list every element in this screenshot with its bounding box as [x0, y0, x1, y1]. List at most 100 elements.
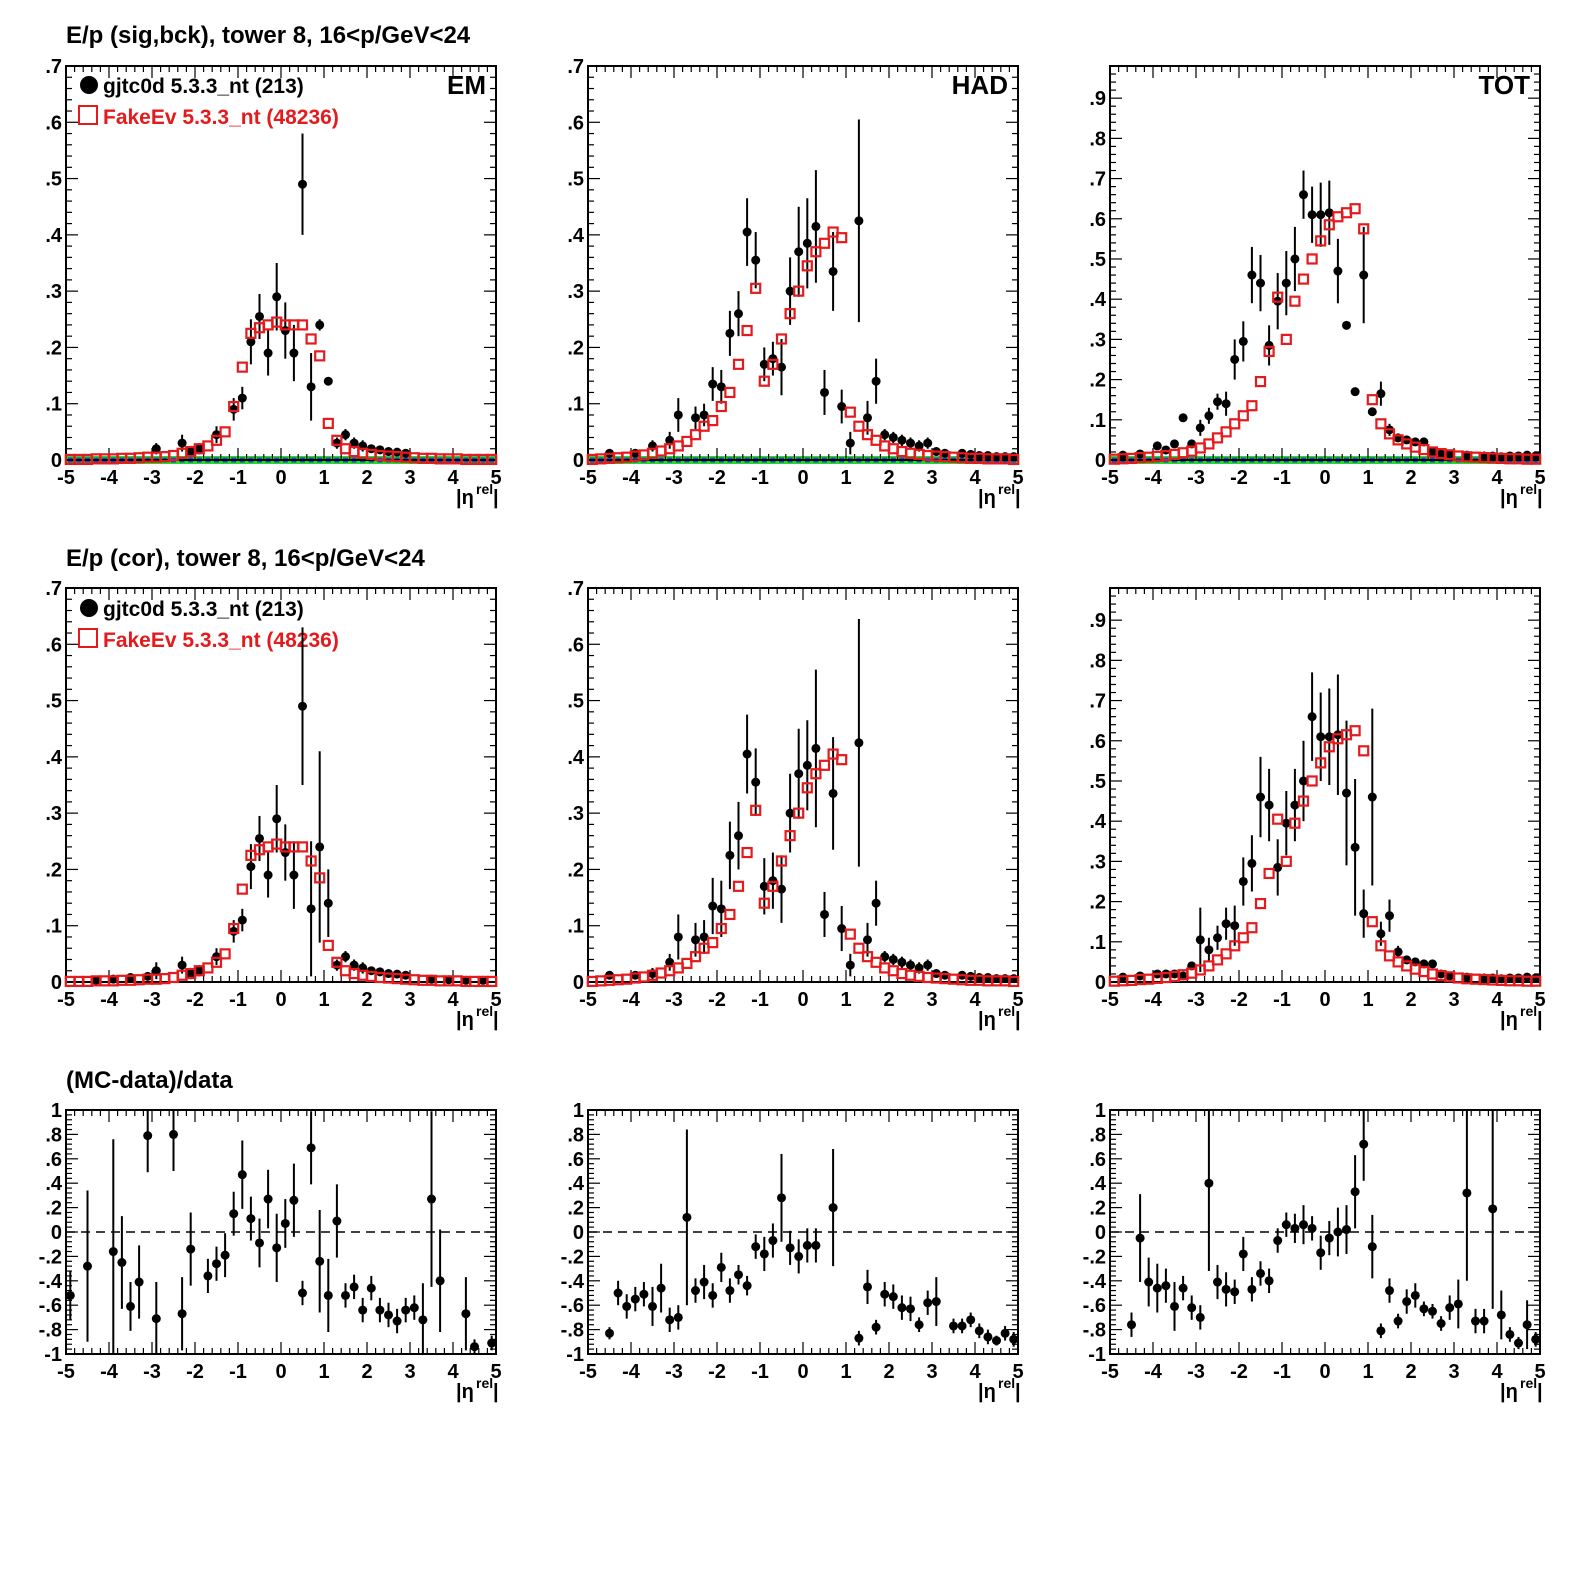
mc-point [732, 358, 745, 370]
x-tick-label: 2 [883, 467, 894, 489]
mc-point [1272, 291, 1284, 303]
x-tick-label: 5 [490, 1361, 501, 1383]
data-series [1127, 1110, 1541, 1350]
data-point [1000, 1328, 1010, 1338]
x-tick-label: 3 [926, 989, 937, 1011]
data-point [126, 1301, 135, 1311]
x-tick-label: -4 [622, 989, 641, 1011]
y-tick-label: -.4 [561, 1271, 585, 1293]
data-point [820, 909, 829, 919]
data-point [811, 743, 821, 753]
y-tick-label: .3 [45, 281, 62, 303]
mc-point [793, 807, 805, 819]
data-point [1496, 1310, 1506, 1320]
mc-point [689, 429, 702, 441]
mc-point [681, 435, 693, 448]
data-point [992, 1336, 1001, 1346]
data-point [237, 915, 247, 925]
data-point [289, 1195, 299, 1205]
x-axis-label-close: | [493, 1009, 499, 1031]
data-point [1324, 208, 1334, 218]
mc-point [861, 429, 874, 441]
y-tick-label: 0 [51, 1222, 62, 1244]
mc-point [322, 417, 334, 430]
data-point [1161, 445, 1171, 455]
mc-point [681, 957, 693, 970]
x-axis-label: |η [456, 487, 474, 509]
data-point [1316, 732, 1326, 742]
data-point [1281, 278, 1291, 288]
data-point [1307, 1223, 1317, 1233]
x-tick-label: 1 [840, 989, 851, 1011]
data-point [699, 932, 709, 942]
data-point [1290, 1223, 1300, 1233]
y-tick-label: .7 [1089, 169, 1106, 191]
x-tick-label: 4 [447, 989, 459, 1011]
data-point [923, 1298, 933, 1308]
y-tick-label: .3 [45, 803, 62, 825]
y-tick-label: .7 [45, 578, 62, 600]
x-tick-label: 2 [361, 467, 372, 489]
data-point [315, 320, 325, 330]
data-point [1350, 842, 1360, 852]
data-point [323, 1290, 333, 1300]
mc-point [750, 282, 762, 294]
y-tick-label: .8 [1089, 650, 1106, 672]
data-point [1428, 959, 1437, 969]
data-point [1471, 1316, 1480, 1326]
data-point [186, 1244, 196, 1254]
panel-1-2: -5 -4 -3 -2 -1 0 1 2 3 4 5 0 .1 .2 .3 .4 .5 .6 .7 |η rel | HAD [567, 56, 1023, 509]
x-tick-label: -2 [186, 989, 204, 1011]
mc-point [1254, 898, 1267, 910]
data-point [298, 701, 307, 711]
mc-point [1315, 757, 1327, 769]
y-tick-label: .1 [1089, 932, 1106, 954]
mc-point [810, 768, 822, 780]
data-point [246, 862, 256, 872]
data-point [194, 966, 204, 976]
x-tick-label: 2 [1405, 467, 1416, 489]
data-point [940, 448, 950, 458]
x-tick-label: 2 [361, 989, 372, 1011]
y-tick-label: .5 [1089, 771, 1106, 793]
y-tick-label: .8 [567, 1124, 584, 1146]
data-series [1118, 672, 1541, 984]
mc-point [1008, 453, 1020, 466]
data-point [212, 430, 221, 440]
mc-point [486, 453, 498, 466]
mc-point [1383, 950, 1396, 962]
x-tick-label: -3 [143, 989, 161, 1011]
data-point [1195, 1312, 1205, 1322]
data-point [375, 967, 385, 977]
mc-point [1358, 223, 1370, 235]
legend-middle: gjtc0d 5.3.3_nt (213) FakeEv 5.3.3_nt (4… [78, 598, 339, 652]
y-tick-label: 0 [1095, 450, 1106, 472]
x-tick-label: 0 [1319, 1361, 1330, 1383]
data-point [263, 1194, 273, 1204]
data-point [306, 904, 316, 914]
panel-3-1: -5 -4 -3 -2 -1 0 1 2 3 4 5-1-.8-.6-.4-.20.2.4.6.81… [39, 1100, 502, 1403]
y-tick-label: .5 [567, 691, 584, 713]
x-tick-label: -3 [1187, 1361, 1205, 1383]
mc-point [784, 830, 796, 842]
data-point [673, 1312, 683, 1322]
x-tick-label: 4 [969, 989, 981, 1011]
data-point [716, 382, 726, 392]
x-axis-label-sup: rel [998, 481, 1015, 497]
y-tick-label: .2 [567, 859, 584, 881]
y-tick-label: .7 [1089, 691, 1106, 713]
data-point [1376, 929, 1386, 939]
data-point [229, 926, 239, 936]
mc-point [861, 951, 874, 963]
panel-1-1: -5 -4 -3 -2 -1 0 1 2 3 4 5 0 .1 .2 .3 .4 .5 .6 .7 |η rel | EM [45, 56, 501, 509]
data-point [837, 402, 847, 412]
data-point [212, 952, 221, 962]
x-tick-label: -1 [751, 989, 769, 1011]
panel-2-3: -5 -4 -3 -2 -1 0 1 2 3 4 5 0 .1 .2 .3 .4 .5 .6 .7 .8 .9 |η rel… [1089, 587, 1546, 1031]
data-point [785, 808, 795, 818]
data-point [923, 960, 933, 970]
x-axis-label: |η [978, 1381, 996, 1403]
x-tick-label: -2 [1230, 467, 1248, 489]
mc-point [715, 922, 727, 935]
